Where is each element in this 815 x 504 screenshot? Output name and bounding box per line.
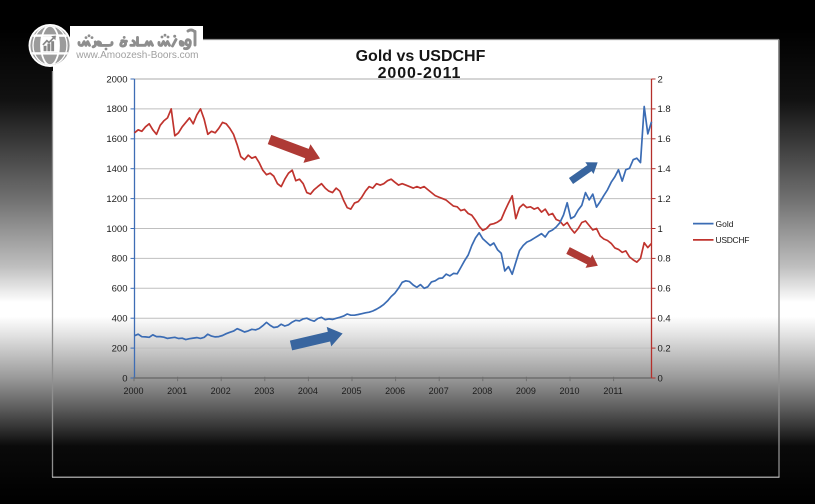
svg-text:1200: 1200 [106, 194, 127, 205]
svg-text:200: 200 [112, 343, 128, 354]
svg-text:1600: 1600 [106, 134, 127, 145]
svg-text:2006: 2006 [385, 386, 405, 396]
svg-text:2010: 2010 [559, 386, 579, 396]
svg-text:1.6: 1.6 [658, 134, 671, 145]
svg-text:600: 600 [112, 284, 128, 295]
svg-text:2003: 2003 [254, 386, 274, 396]
svg-text:0: 0 [122, 373, 127, 384]
svg-text:2000-2011: 2000-2011 [378, 65, 462, 82]
svg-text:1000: 1000 [106, 224, 127, 235]
svg-text:1.2: 1.2 [658, 194, 671, 205]
svg-text:0.4: 0.4 [658, 314, 671, 325]
svg-text:1.4: 1.4 [658, 164, 671, 175]
svg-text:1800: 1800 [106, 104, 127, 115]
svg-text:2008: 2008 [472, 386, 492, 396]
svg-text:2005: 2005 [341, 386, 361, 396]
svg-text:1400: 1400 [106, 164, 127, 175]
svg-text:800: 800 [112, 254, 128, 265]
svg-text:USDCHF: USDCHF [716, 235, 750, 245]
svg-text:www.Amoozesh-Boors.com: www.Amoozesh-Boors.com [75, 50, 198, 61]
svg-text:2007: 2007 [429, 386, 449, 396]
svg-text:2: 2 [658, 74, 663, 85]
svg-text:2001: 2001 [167, 386, 187, 396]
svg-text:1: 1 [658, 224, 663, 235]
svg-text:Gold vs USDCHF: Gold vs USDCHF [356, 48, 486, 65]
svg-text:2000: 2000 [123, 386, 143, 396]
svg-text:2000: 2000 [106, 74, 127, 85]
svg-text:2011: 2011 [603, 386, 622, 396]
svg-text:0: 0 [658, 373, 663, 384]
svg-text:0.6: 0.6 [658, 284, 671, 295]
svg-text:1.8: 1.8 [658, 104, 671, 115]
svg-text:0.2: 0.2 [658, 343, 671, 354]
svg-text:0.8: 0.8 [658, 254, 671, 265]
svg-text:2009: 2009 [516, 386, 536, 396]
svg-text:2004: 2004 [298, 386, 318, 396]
svg-text:2002: 2002 [211, 386, 231, 396]
svg-text:400: 400 [112, 314, 128, 325]
svg-text:Gold: Gold [716, 219, 734, 229]
